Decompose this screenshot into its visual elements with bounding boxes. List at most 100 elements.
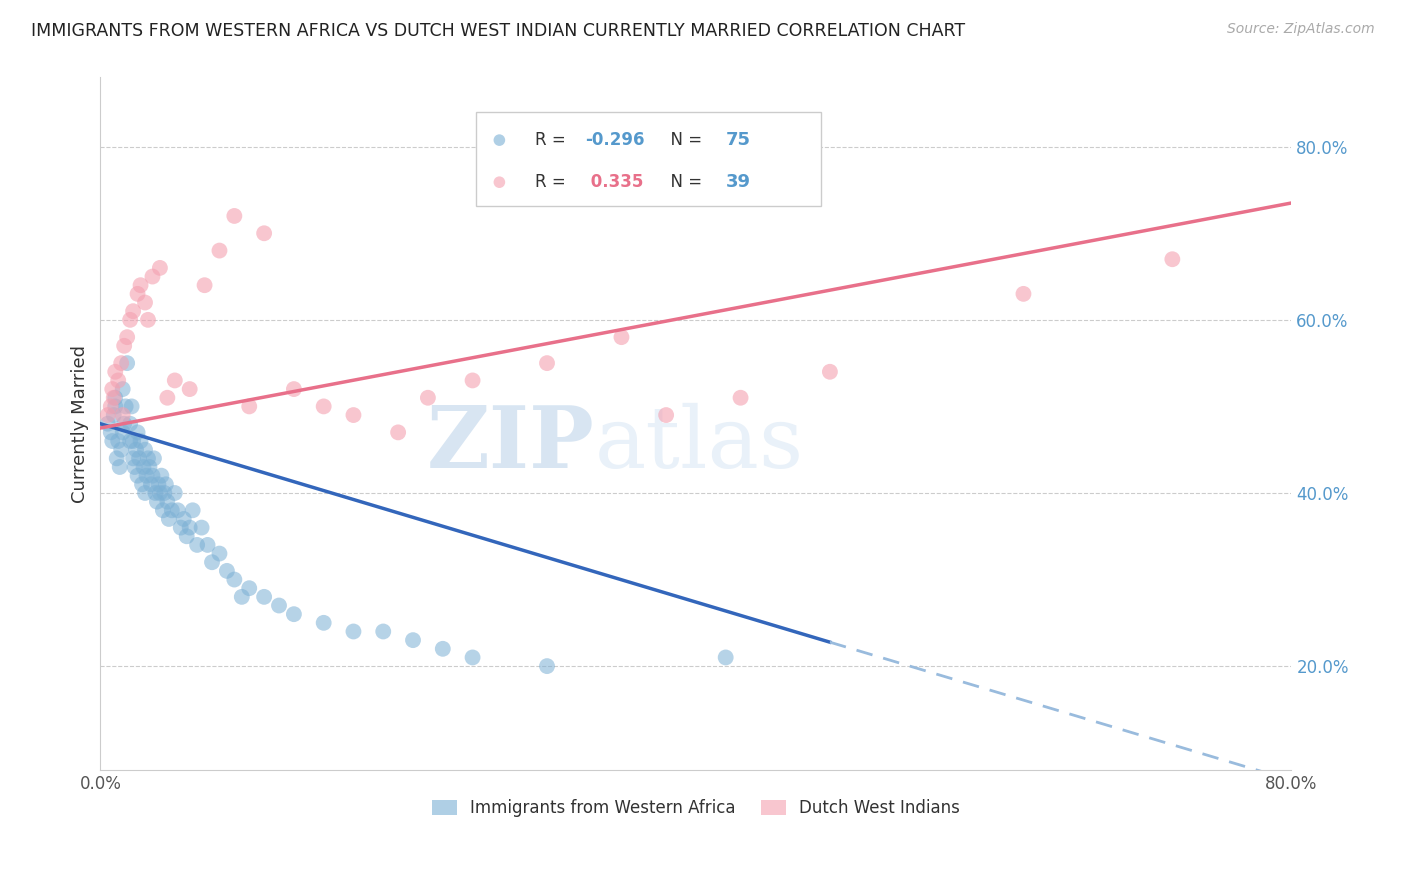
Point bbox=[1012, 286, 1035, 301]
Point bbox=[135, 468, 157, 483]
Point bbox=[125, 442, 148, 457]
Point bbox=[104, 365, 127, 379]
Point bbox=[201, 555, 224, 569]
Point bbox=[1161, 252, 1184, 267]
Point bbox=[536, 659, 558, 673]
Point bbox=[342, 408, 364, 422]
Point bbox=[105, 451, 128, 466]
Point bbox=[103, 408, 125, 422]
Point bbox=[121, 400, 143, 414]
Text: IMMIGRANTS FROM WESTERN AFRICA VS DUTCH WEST INDIAN CURRENTLY MARRIED CORRELATIO: IMMIGRANTS FROM WESTERN AFRICA VS DUTCH … bbox=[31, 22, 965, 40]
Point bbox=[104, 391, 127, 405]
Point bbox=[120, 417, 142, 431]
Point bbox=[97, 417, 120, 431]
Point bbox=[129, 434, 152, 448]
Point bbox=[160, 503, 183, 517]
Point bbox=[197, 538, 219, 552]
Point bbox=[107, 373, 129, 387]
Text: 39: 39 bbox=[725, 173, 751, 191]
Point bbox=[149, 260, 172, 275]
Text: -0.296: -0.296 bbox=[585, 131, 644, 149]
Text: R =: R = bbox=[536, 173, 571, 191]
Point bbox=[128, 451, 150, 466]
Point bbox=[127, 425, 149, 440]
Point bbox=[181, 503, 204, 517]
Point bbox=[149, 486, 172, 500]
Point bbox=[283, 382, 305, 396]
Point bbox=[153, 486, 176, 500]
Point bbox=[150, 468, 173, 483]
Point bbox=[312, 615, 335, 630]
Point bbox=[588, 45, 610, 59]
Point bbox=[283, 607, 305, 622]
Point bbox=[132, 460, 155, 475]
Point bbox=[112, 417, 135, 431]
Point bbox=[157, 512, 180, 526]
Point bbox=[134, 442, 156, 457]
Point bbox=[148, 477, 170, 491]
Point bbox=[108, 460, 131, 475]
Point bbox=[100, 425, 122, 440]
Point bbox=[103, 391, 125, 405]
Point bbox=[138, 460, 160, 475]
Point bbox=[127, 468, 149, 483]
Point bbox=[134, 295, 156, 310]
Point bbox=[208, 244, 231, 258]
Point bbox=[312, 400, 335, 414]
Text: atlas: atlas bbox=[595, 403, 804, 486]
Point bbox=[120, 313, 142, 327]
Point bbox=[127, 286, 149, 301]
Point bbox=[238, 400, 260, 414]
Text: 75: 75 bbox=[725, 131, 751, 149]
Point bbox=[231, 590, 253, 604]
Text: N =: N = bbox=[661, 173, 707, 191]
Point bbox=[111, 382, 134, 396]
Point bbox=[387, 425, 409, 440]
Point bbox=[136, 451, 159, 466]
Point bbox=[120, 434, 142, 448]
Point bbox=[152, 503, 174, 517]
Point bbox=[170, 520, 193, 534]
Point bbox=[112, 339, 135, 353]
Point bbox=[139, 477, 162, 491]
Point bbox=[156, 494, 179, 508]
Point bbox=[176, 529, 198, 543]
Point bbox=[461, 373, 484, 387]
Point bbox=[588, 97, 610, 112]
Point bbox=[122, 451, 145, 466]
Point bbox=[179, 520, 201, 534]
Point bbox=[402, 633, 425, 648]
Point bbox=[122, 304, 145, 318]
Point bbox=[111, 408, 134, 422]
Point bbox=[141, 468, 163, 483]
Point bbox=[173, 512, 195, 526]
FancyBboxPatch shape bbox=[475, 112, 821, 205]
Point bbox=[129, 278, 152, 293]
Point bbox=[730, 391, 752, 405]
Point bbox=[224, 573, 246, 587]
Point bbox=[115, 330, 138, 344]
Point bbox=[141, 269, 163, 284]
Point bbox=[163, 486, 186, 500]
Point bbox=[224, 209, 246, 223]
Point bbox=[714, 650, 737, 665]
Point bbox=[122, 434, 145, 448]
Point bbox=[373, 624, 395, 639]
Point bbox=[190, 520, 212, 534]
Point bbox=[100, 400, 122, 414]
Point bbox=[142, 451, 165, 466]
Point bbox=[179, 382, 201, 396]
Point bbox=[156, 391, 179, 405]
Point bbox=[267, 599, 290, 613]
Point bbox=[238, 581, 260, 595]
Point bbox=[115, 356, 138, 370]
Point bbox=[124, 460, 146, 475]
Point bbox=[146, 494, 169, 508]
Point bbox=[215, 564, 238, 578]
Point bbox=[342, 624, 364, 639]
Point bbox=[145, 486, 167, 500]
Point bbox=[131, 477, 153, 491]
Point bbox=[104, 400, 127, 414]
Point bbox=[101, 434, 124, 448]
Point bbox=[107, 434, 129, 448]
